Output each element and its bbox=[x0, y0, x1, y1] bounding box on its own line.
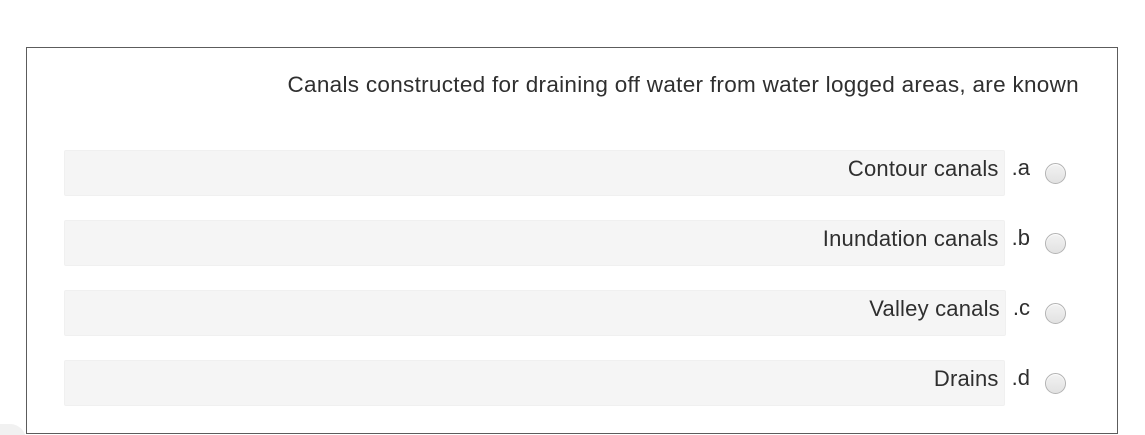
option-text-b[interactable]: Inundation canals bbox=[64, 220, 1005, 266]
option-radio-a[interactable] bbox=[1045, 162, 1066, 184]
option-row-b[interactable]: Inundation canals .b bbox=[27, 220, 1117, 266]
option-row-d[interactable]: Drains .d bbox=[27, 360, 1117, 406]
question-text: Canals constructed for draining off wate… bbox=[287, 72, 1079, 97]
option-radio-c[interactable] bbox=[1045, 302, 1066, 324]
background-corner-element bbox=[0, 424, 26, 435]
option-radio-d[interactable] bbox=[1045, 372, 1066, 394]
option-letter-c: .c bbox=[1012, 295, 1030, 320]
option-letter-d: .d bbox=[1011, 365, 1030, 390]
option-text-d[interactable]: Drains bbox=[64, 360, 1005, 406]
option-letter-b: .b bbox=[1011, 225, 1030, 250]
option-row-c[interactable]: Valley canals .c bbox=[27, 290, 1117, 336]
question-card: Canals constructed for draining off wate… bbox=[26, 47, 1118, 434]
option-text-a[interactable]: Contour canals bbox=[64, 150, 1005, 196]
option-row-a[interactable]: Contour canals .a bbox=[27, 150, 1117, 196]
option-radio-b[interactable] bbox=[1045, 232, 1066, 254]
option-text-c[interactable]: Valley canals bbox=[64, 290, 1006, 336]
option-letter-a: .a bbox=[1011, 155, 1030, 180]
options-list: Contour canals .a Inundation canals .b V… bbox=[27, 150, 1117, 406]
